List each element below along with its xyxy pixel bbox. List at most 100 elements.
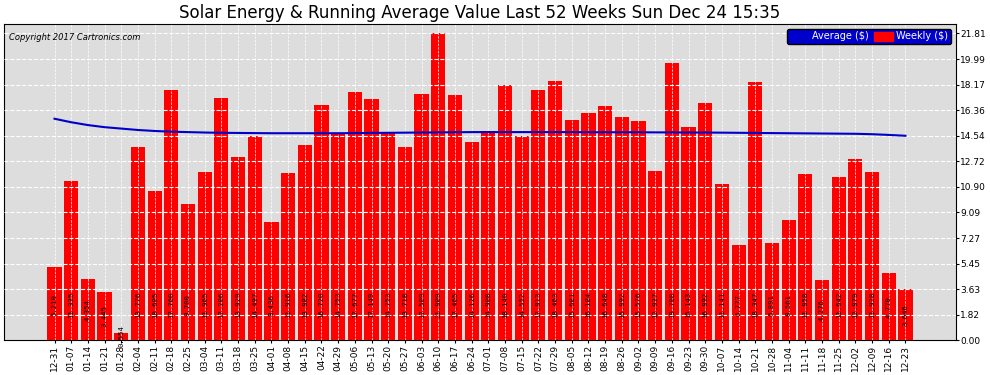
Text: 12.037: 12.037 (652, 292, 658, 318)
Text: 8.561: 8.561 (786, 294, 792, 316)
Bar (298, 145, 312, 340)
Text: 15.681: 15.681 (568, 292, 575, 318)
Bar (498, 85, 512, 340)
Text: 5.210: 5.210 (51, 294, 57, 316)
Bar (447, 94, 462, 340)
Bar (781, 220, 796, 340)
Bar (848, 159, 862, 340)
Text: 17.509: 17.509 (419, 292, 425, 318)
Text: 14.552: 14.552 (519, 292, 525, 318)
Text: 13.882: 13.882 (302, 292, 308, 318)
Text: 13.776: 13.776 (135, 292, 141, 318)
Text: 18.347: 18.347 (752, 292, 758, 318)
Bar (632, 121, 645, 340)
Text: 13.718: 13.718 (402, 292, 408, 318)
Bar (765, 243, 779, 340)
Bar (464, 142, 479, 340)
Text: Copyright 2017 Cartronics.com: Copyright 2017 Cartronics.com (9, 33, 141, 42)
Bar (532, 90, 545, 340)
Bar (214, 98, 229, 340)
Bar (131, 147, 145, 340)
Text: 11.335: 11.335 (68, 292, 74, 318)
Text: 11.965: 11.965 (202, 292, 208, 318)
Bar (381, 133, 395, 340)
Bar (698, 103, 713, 340)
Bar (815, 280, 829, 340)
Text: 11.916: 11.916 (285, 292, 291, 318)
Text: 17.465: 17.465 (452, 292, 458, 318)
Bar (564, 120, 579, 340)
Text: 16.648: 16.648 (602, 292, 608, 318)
Bar (97, 292, 112, 340)
Bar (648, 171, 662, 340)
Bar (882, 273, 896, 340)
Bar (181, 204, 195, 340)
Text: 16.184: 16.184 (585, 292, 591, 318)
Bar (732, 245, 745, 340)
Text: 3.646: 3.646 (903, 304, 909, 326)
Bar (748, 82, 762, 340)
Bar (681, 127, 696, 340)
Bar (581, 112, 596, 340)
Text: 6.777: 6.777 (736, 294, 742, 316)
Text: 6.891: 6.891 (769, 294, 775, 316)
Bar (148, 191, 161, 340)
Bar (481, 130, 495, 340)
Text: 11.642: 11.642 (836, 292, 842, 318)
Text: 0.554: 0.554 (118, 326, 125, 348)
Title: Solar Energy & Running Average Value Last 52 Weeks Sun Dec 24 15:35: Solar Energy & Running Average Value Las… (179, 4, 780, 22)
Bar (398, 147, 412, 340)
Text: 19.708: 19.708 (669, 292, 675, 318)
Bar (548, 81, 562, 340)
Text: 14.753: 14.753 (385, 292, 391, 318)
Text: 11.938: 11.938 (869, 292, 875, 318)
Text: 14.126: 14.126 (468, 292, 474, 318)
Bar (615, 117, 629, 340)
Text: 3.445: 3.445 (102, 305, 108, 327)
Bar (264, 222, 278, 340)
Text: 21.809: 21.809 (436, 292, 442, 318)
Bar (832, 177, 845, 340)
Bar (248, 136, 261, 340)
Text: 17.206: 17.206 (219, 292, 225, 318)
Legend: Average ($), Weekly ($): Average ($), Weekly ($) (787, 28, 951, 44)
Bar (415, 94, 429, 340)
Bar (432, 33, 446, 340)
Bar (198, 172, 212, 340)
Text: 10.605: 10.605 (151, 292, 157, 318)
Bar (515, 136, 529, 340)
Bar (798, 174, 813, 340)
Text: 18.463: 18.463 (552, 292, 558, 318)
Text: 17.760: 17.760 (168, 292, 174, 318)
Text: 9.700: 9.700 (185, 294, 191, 316)
Text: 12.879: 12.879 (852, 292, 858, 318)
Text: 4.276: 4.276 (819, 299, 825, 321)
Bar (81, 279, 95, 340)
Bar (664, 63, 679, 340)
Text: 15.892: 15.892 (619, 292, 625, 318)
Bar (48, 267, 61, 340)
Bar (281, 173, 295, 340)
Text: 15.143: 15.143 (685, 292, 692, 318)
Bar (114, 333, 129, 340)
Bar (164, 90, 178, 340)
Text: 14.753: 14.753 (336, 292, 342, 318)
Text: 11.141: 11.141 (719, 292, 725, 318)
Text: 11.858: 11.858 (802, 292, 809, 318)
Bar (315, 105, 329, 340)
Bar (898, 289, 913, 340)
Text: 17.677: 17.677 (351, 292, 357, 318)
Bar (64, 181, 78, 340)
Text: 18.140: 18.140 (502, 292, 508, 318)
Text: 17.813: 17.813 (536, 292, 542, 318)
Bar (347, 92, 362, 340)
Text: 17.149: 17.149 (368, 292, 374, 318)
Text: 16.720: 16.720 (319, 292, 325, 318)
Text: 14.497: 14.497 (251, 292, 257, 318)
Bar (865, 172, 879, 340)
Text: 14.908: 14.908 (485, 292, 491, 318)
Text: 16.892: 16.892 (702, 292, 708, 318)
Bar (364, 99, 378, 340)
Text: 4.770: 4.770 (886, 296, 892, 318)
Text: 4.354: 4.354 (85, 299, 91, 321)
